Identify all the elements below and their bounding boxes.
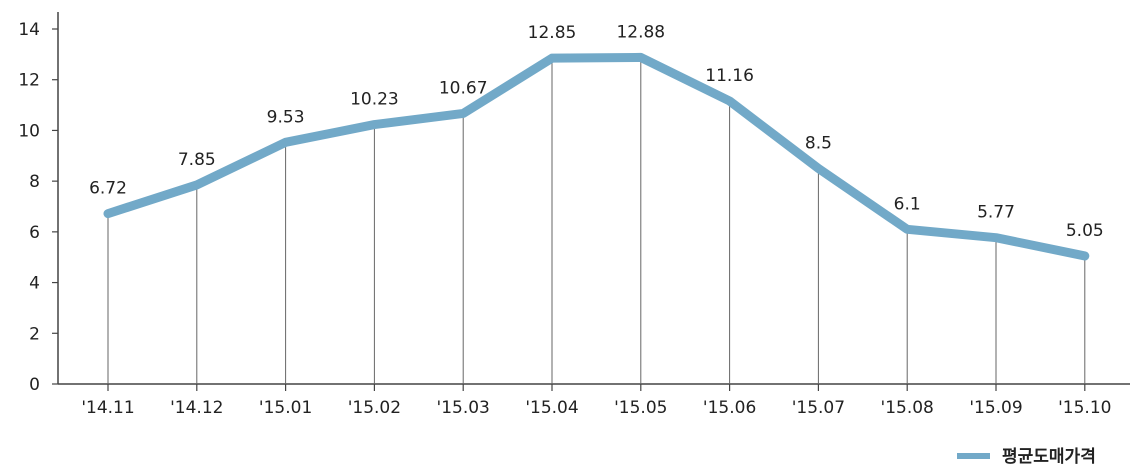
drop-lines (107, 57, 1086, 384)
x-tick-label: '15.08 (881, 398, 934, 418)
data-label: 12.88 (616, 22, 665, 42)
x-tick-label: '15.09 (969, 398, 1022, 418)
data-labels: 6.72 7.85 9.53 10.23 10.67 12.85 12.88 11.16 8.5… (89, 22, 1104, 241)
data-label: 5.05 (1066, 221, 1104, 241)
series-group (103, 52, 1090, 261)
data-label: 12.85 (528, 23, 577, 43)
y-tick-label: 2 (29, 324, 40, 344)
x-tick-label: '15.03 (437, 398, 490, 418)
x-tick-label: '15.04 (525, 398, 578, 418)
data-label: 6.1 (894, 194, 921, 214)
y-tick-label: 8 (29, 172, 40, 192)
data-label: 10.23 (350, 90, 399, 110)
data-label: 6.72 (89, 179, 127, 199)
y-axis-ticks: 0 2 4 6 8 10 12 14 (18, 20, 58, 395)
x-tick-label: '15.01 (259, 398, 312, 418)
y-tick-label: 4 (29, 274, 40, 294)
data-label: 5.77 (977, 203, 1015, 223)
x-tick-label: '15.02 (348, 398, 401, 418)
x-tick-label: '15.10 (1058, 398, 1111, 418)
data-label: 10.67 (439, 78, 488, 98)
data-label: 8.5 (805, 133, 832, 153)
y-tick-label: 10 (18, 121, 40, 141)
x-tick-label: '15.05 (614, 398, 667, 418)
y-tick-label: 0 (29, 375, 40, 395)
x-tick-label: '14.11 (81, 398, 134, 418)
x-axis-ticks: '14.11 '14.12 '15.01 '15.02 '15.03 '15.04 '15.… (81, 384, 1111, 418)
axes (57, 12, 1130, 385)
y-tick-label: 14 (18, 20, 40, 40)
x-tick-label: '15.07 (792, 398, 845, 418)
data-label: 9.53 (267, 107, 305, 127)
y-tick-label: 12 (18, 71, 40, 91)
legend: 평균도매가격 (957, 447, 1096, 466)
series-line (103, 52, 1090, 261)
data-label: 11.16 (705, 66, 754, 86)
y-tick-label: 6 (29, 223, 40, 243)
data-label: 7.85 (178, 150, 216, 170)
legend-label: 평균도매가격 (1002, 447, 1096, 466)
x-tick-label: '14.12 (170, 398, 223, 418)
x-tick-label: '15.06 (703, 398, 756, 418)
